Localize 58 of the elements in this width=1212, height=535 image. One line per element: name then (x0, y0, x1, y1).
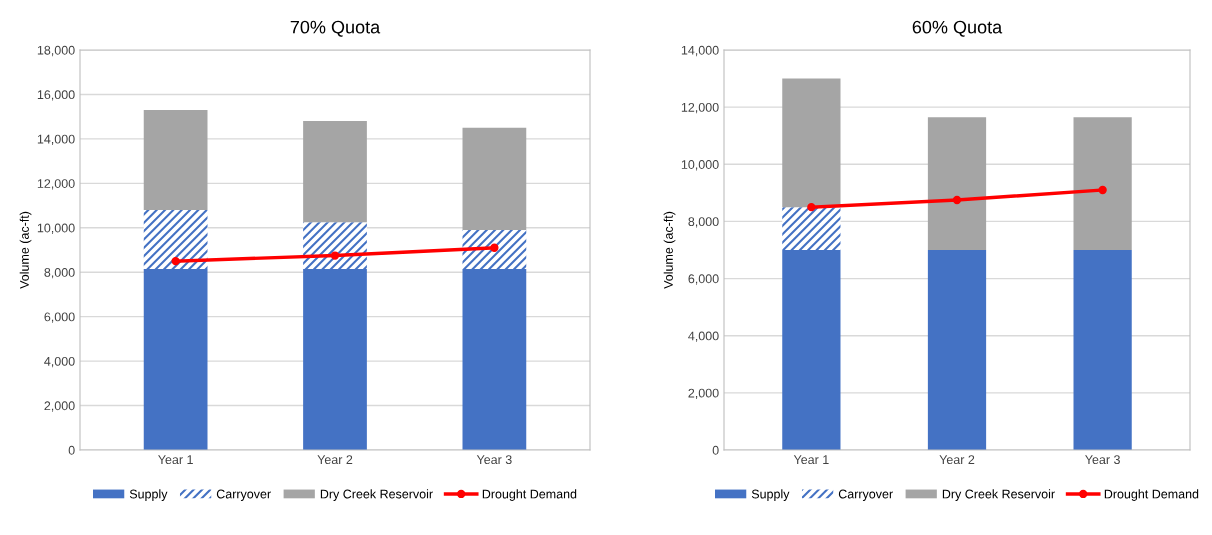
y-tick-label: 0 (712, 445, 719, 455)
x-tick-label: Year 2 (939, 455, 975, 465)
bar (303, 268, 367, 450)
bar (1073, 250, 1132, 450)
bar (303, 222, 367, 269)
bar (462, 268, 527, 450)
x-tick-label: Year 3 (1085, 455, 1120, 465)
legend-label: Drought Demand (1104, 489, 1199, 501)
y-tick-label: 6,000 (688, 274, 719, 285)
y-tick-label: 8,000 (44, 268, 75, 279)
bar (462, 127, 527, 230)
bar (143, 110, 208, 210)
y-tick-label: 10,000 (37, 223, 75, 234)
x-tick-label: Year 1 (158, 455, 193, 465)
legend-label: Supply (129, 489, 168, 501)
y-tick-label: 14,000 (37, 134, 75, 146)
bar (782, 250, 841, 450)
bar (143, 210, 208, 269)
chart-title: 70% Quota (290, 20, 381, 37)
bar (927, 117, 987, 250)
y-tick-label: 6,000 (44, 312, 75, 323)
y-axis-title: Volume (ac-ft) (19, 211, 32, 289)
bar (927, 250, 987, 450)
y-tick-label: 10,000 (681, 160, 719, 171)
y-tick-label: 14,000 (681, 45, 719, 57)
legend-label: Supply (751, 489, 790, 501)
point (490, 243, 499, 252)
legend-label: Drought Demand (482, 489, 577, 501)
legend-label: Dry Creek Reservoir (320, 489, 433, 501)
legend-label: Carryover (838, 489, 893, 501)
legend-label: Dry Creek Reservoir (942, 489, 1055, 501)
point (171, 256, 180, 266)
bar (143, 268, 208, 450)
x-tick-label: Year 2 (317, 455, 353, 465)
y-tick-label: 12,000 (681, 102, 719, 114)
y-tick-label: 0 (68, 445, 75, 455)
y-tick-label: 2,000 (688, 388, 719, 399)
bar (782, 207, 841, 250)
y-axis-title: Volume (ac-ft) (663, 211, 676, 289)
bar (1073, 117, 1132, 250)
chart-title: 60% Quota (912, 20, 1003, 37)
x-tick-label: Year 3 (476, 455, 512, 465)
y-tick-label: 2,000 (44, 401, 75, 412)
bar (303, 121, 367, 223)
bar (462, 230, 527, 269)
y-tick-label: 18,000 (37, 45, 75, 57)
legend-label: Carryover (216, 489, 271, 501)
point (807, 202, 816, 212)
bar (782, 78, 841, 208)
y-tick-label: 16,000 (37, 90, 75, 101)
x-tick-label: Year 1 (793, 455, 829, 465)
y-tick-label: 8,000 (688, 217, 719, 228)
y-tick-label: 4,000 (688, 331, 719, 342)
point (952, 195, 962, 205)
y-tick-label: 12,000 (37, 179, 75, 190)
point (330, 251, 340, 260)
point (1098, 185, 1107, 195)
y-tick-label: 4,000 (44, 356, 75, 368)
